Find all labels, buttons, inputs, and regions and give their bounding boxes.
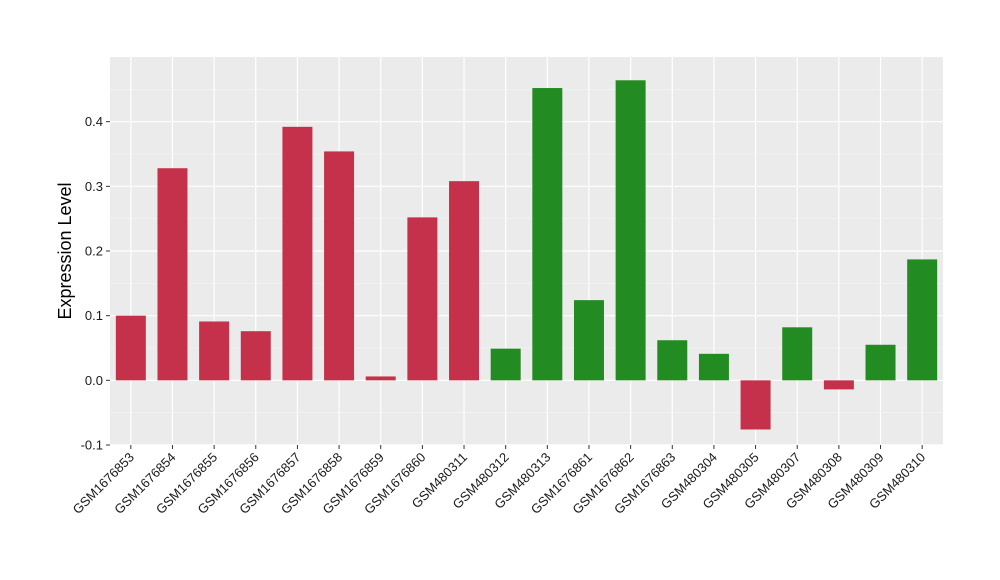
- bar: [573, 300, 604, 381]
- bar: [282, 126, 313, 381]
- y-tick-label: 0.1: [85, 308, 103, 323]
- bar: [740, 380, 771, 430]
- bar: [907, 259, 938, 381]
- bar: [157, 168, 188, 381]
- bar: [657, 340, 688, 381]
- bar: [115, 315, 146, 381]
- y-axis-title: Expression Level: [55, 182, 75, 319]
- bar: [615, 80, 646, 381]
- y-tick-label: -0.1: [81, 438, 103, 453]
- y-tick-label: 0.0: [85, 373, 103, 388]
- bar: [865, 344, 896, 381]
- bar: [532, 88, 563, 381]
- bar: [449, 181, 480, 381]
- bars: [115, 80, 938, 430]
- bar: [365, 376, 396, 381]
- y-tick-label: 0.2: [85, 244, 103, 259]
- bar: [324, 151, 355, 381]
- x-axis: GSM1676853GSM1676854GSM1676855GSM1676856…: [70, 445, 928, 517]
- bar: [407, 217, 438, 381]
- y-axis: -0.1 0.0 0.1 0.2 0.3 0.4: [81, 114, 110, 453]
- bar: [782, 327, 813, 381]
- bar: [199, 321, 230, 381]
- bar: [240, 331, 271, 381]
- y-tick-label: 0.3: [85, 179, 103, 194]
- bar: [823, 380, 854, 390]
- bar: [698, 353, 729, 381]
- bar: [490, 348, 521, 381]
- y-tick-label: 0.4: [85, 114, 103, 129]
